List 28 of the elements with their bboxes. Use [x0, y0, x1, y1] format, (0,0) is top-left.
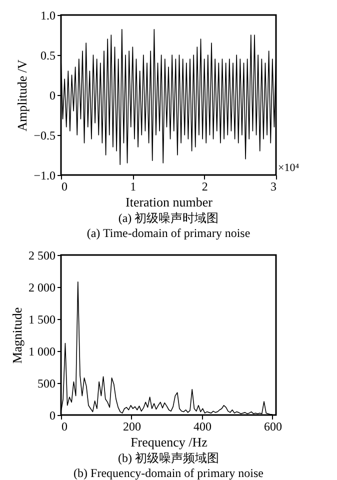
- y-axis-title: Amplitude /V: [14, 58, 30, 132]
- y-tick-label: 1 500: [28, 312, 56, 326]
- y-axis-title: Magnitude: [10, 307, 24, 364]
- x-tick-label: 2: [202, 180, 208, 194]
- text: ×10⁴: [278, 162, 300, 174]
- text: (b) 初级噪声频域图: [118, 451, 219, 465]
- text: (a) Time-domain of primary noise: [86, 226, 250, 240]
- y-tick-label: 1 000: [28, 344, 56, 358]
- x-tick-label: 0: [62, 180, 68, 194]
- x-tick-label: 0: [62, 420, 68, 434]
- text: (a) 初级噪声时域图: [118, 211, 219, 225]
- text: (b) Frequency-domain of primary noise: [74, 466, 264, 480]
- x-tick-label: 400: [193, 420, 212, 434]
- x-tick-label: 200: [122, 420, 141, 434]
- x-tick-label: 600: [264, 420, 282, 434]
- y-tick-label: 0.5: [40, 48, 56, 62]
- y-tick-label: −1.0: [34, 168, 56, 182]
- y-tick-label: 0: [50, 408, 56, 422]
- y-tick-label: 1.0: [40, 8, 56, 22]
- y-tick-label: −0.5: [34, 128, 56, 142]
- y-tick-label: 2 500: [28, 248, 56, 262]
- x-tick-label: 1: [130, 180, 136, 194]
- y-tick-label: 0: [50, 88, 56, 102]
- x-axis-title: Frequency /Hz: [130, 434, 208, 450]
- y-tick-label: 500: [38, 376, 56, 390]
- y-tick-label: 2 000: [28, 280, 56, 294]
- x-axis-title: Iteration number: [126, 194, 214, 210]
- x-tick-label: 3: [270, 180, 276, 194]
